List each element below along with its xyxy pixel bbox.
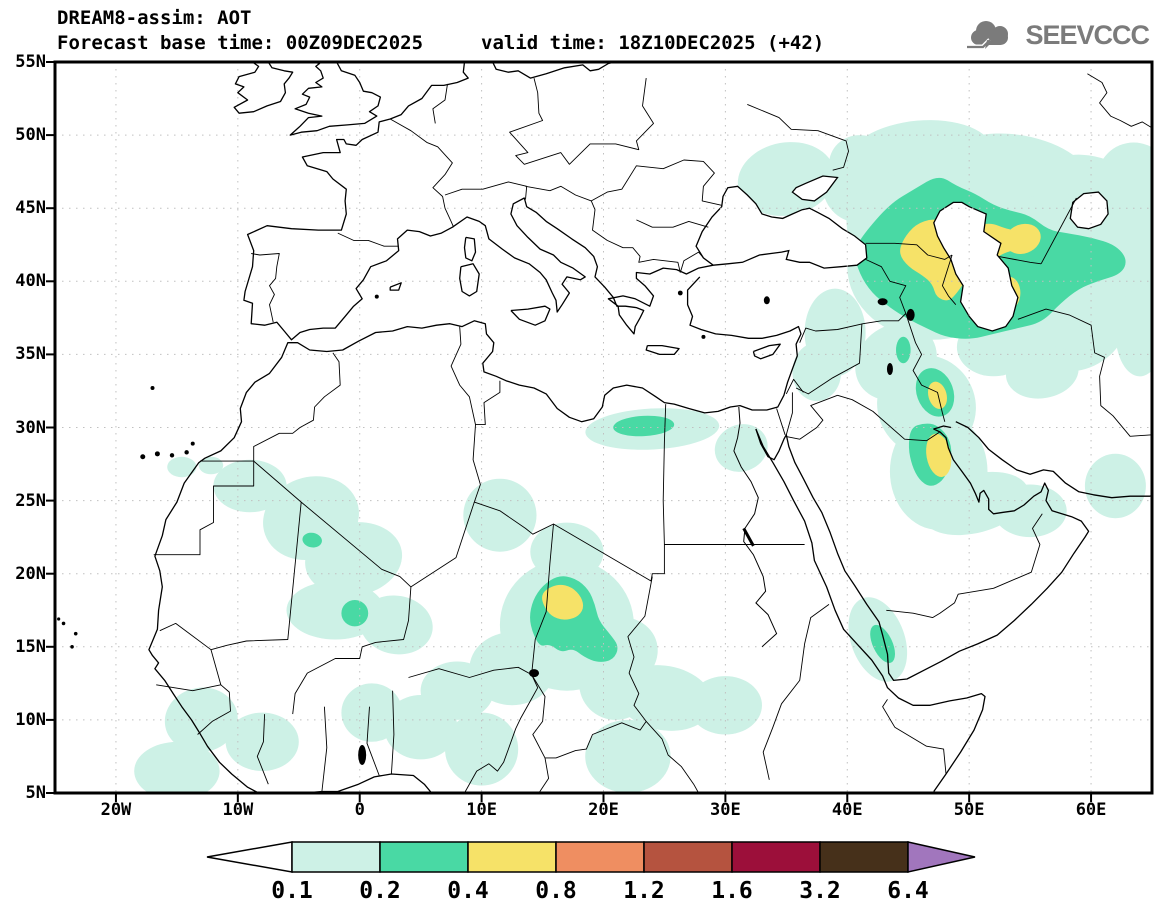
- colorbar-label: 0.2: [359, 878, 401, 904]
- colorbar: 0.1 0.2 0.4 0.8 1.2 1.6 3.2 6.4: [0, 836, 1165, 905]
- title-block: DREAM8-assim: AOT Forecast base time: 00…: [57, 6, 824, 56]
- y-axis-label: 25N: [15, 490, 46, 511]
- y-axis-label: 20N: [15, 563, 46, 584]
- y-axis-label: 35N: [15, 344, 46, 365]
- y-axis-label: 5N: [25, 783, 46, 803]
- country-borders: [153, 73, 1152, 793]
- colorbar-box: [291, 841, 381, 873]
- forecast-map: [46, 60, 1154, 802]
- base-time-label: Forecast base time: 00Z09DEC2025: [57, 32, 424, 54]
- colorbar-svg: 0.1 0.2 0.4 0.8 1.2 1.6 3.2 6.4: [206, 841, 976, 904]
- y-axis-label: 55N: [15, 52, 46, 72]
- y-axis-label: 30N: [15, 417, 46, 438]
- islands-and-lakes: [57, 290, 915, 765]
- colorbar-label: 0.1: [271, 878, 313, 904]
- x-axis-label: 10W: [222, 800, 254, 820]
- x-axis-label: 50E: [953, 800, 985, 820]
- colorbar-box: [555, 841, 645, 873]
- colorbar-box: [819, 841, 909, 873]
- colorbar-below-arrow: [206, 841, 293, 873]
- x-axis-label: 30E: [710, 800, 741, 820]
- lake-nasser: [742, 527, 755, 547]
- seevccc-logo: SEEVCCC: [963, 16, 1150, 54]
- logo-text: SEEVCCC: [1025, 19, 1150, 50]
- y-axis-label: 15N: [15, 636, 46, 657]
- y-axis-label: 40N: [15, 271, 46, 292]
- colorbar-label: 3.2: [799, 878, 841, 904]
- x-axis-label: 40E: [831, 800, 863, 820]
- y-axis-label: 10N: [15, 709, 46, 730]
- colorbar-label: 6.4: [887, 878, 929, 904]
- valid-time-label: valid time: 18Z10DEC2025 (+42): [481, 32, 825, 54]
- colorbar-box: [731, 841, 821, 873]
- colorbar-label: 0.4: [447, 878, 489, 904]
- x-axis-label: 20W: [100, 800, 132, 820]
- graticule: [55, 62, 1152, 793]
- axis-ticks: [46, 61, 1093, 802]
- y-axis-label: 50N: [15, 125, 46, 146]
- colorbar-label: 1.6: [711, 878, 753, 904]
- cloud-icon: [967, 21, 1009, 50]
- coastlines: [148, 62, 1152, 793]
- x-axis-label: 60E: [1075, 800, 1107, 820]
- x-axis-label: 0: [354, 800, 365, 820]
- sea-outlines: [695, 175, 1109, 332]
- page-title: DREAM8-assim: AOT: [57, 7, 252, 29]
- x-axis-label: 10E: [466, 800, 497, 820]
- colorbar-label: 0.8: [535, 878, 577, 904]
- colorbar-label: 1.2: [623, 878, 665, 904]
- colorbar-box: [643, 841, 733, 873]
- map-area: [46, 60, 1154, 802]
- colorbar-box: [467, 841, 557, 873]
- colorbar-above-arrow: [907, 841, 976, 873]
- colorbar-box: [379, 841, 469, 873]
- x-axis-label: 20E: [588, 800, 619, 820]
- subtitle: Forecast base time: 00Z09DEC2025 valid ti…: [57, 31, 824, 56]
- y-axis-label: 45N: [15, 198, 46, 219]
